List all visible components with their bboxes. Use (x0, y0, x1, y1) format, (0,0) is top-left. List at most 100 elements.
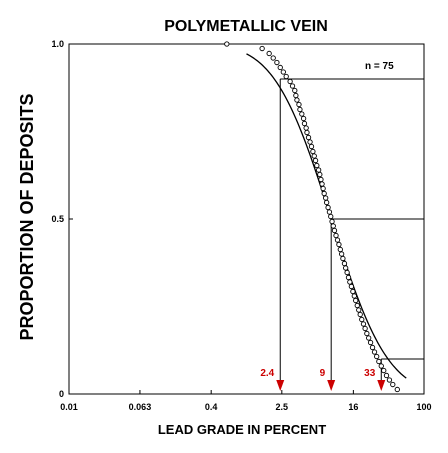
data-point (381, 367, 387, 374)
data-point (312, 157, 319, 164)
data-point (338, 251, 345, 257)
data-point (343, 265, 349, 271)
data-point (289, 83, 296, 89)
x-ticks: 0.01 0.063 0.4 2.5 16 100 (60, 390, 432, 412)
x-tick-label: 0.063 (129, 402, 152, 412)
data-point (390, 381, 396, 388)
data-point (331, 227, 338, 234)
data-point (336, 241, 342, 248)
data-point (367, 339, 374, 346)
data-point (320, 185, 326, 192)
data-point (348, 283, 355, 290)
data-point (353, 297, 359, 304)
data-point (310, 148, 316, 155)
data-point (362, 325, 368, 332)
data-point (341, 260, 348, 267)
data-point (293, 92, 299, 99)
data-point (300, 115, 307, 122)
data-point (296, 101, 302, 108)
data-point (266, 50, 272, 57)
data-point (350, 288, 356, 295)
data-point (330, 223, 336, 229)
data-point (307, 139, 313, 145)
data-point (371, 349, 378, 355)
data-point (305, 134, 312, 141)
data-point (383, 372, 390, 379)
data-point (301, 120, 308, 127)
data-point (277, 64, 283, 71)
x-tick-label: 100 (416, 402, 431, 412)
data-point (318, 176, 324, 183)
data-point (347, 279, 353, 285)
data-point (345, 274, 352, 281)
x-tick-label: 2.5 (276, 402, 289, 412)
data-point (333, 232, 339, 239)
data-point (329, 218, 335, 225)
data-point (359, 316, 365, 323)
y-tick-label: 0.5 (51, 214, 64, 224)
data-point (325, 204, 331, 211)
chart-title: POLYMETALLIC VEIN (164, 18, 328, 35)
data-point (315, 167, 322, 173)
percentile-label: 2.4 (260, 368, 274, 379)
data-point (297, 106, 303, 113)
x-tick-label: 0.01 (60, 402, 78, 412)
data-point (304, 129, 310, 136)
percentile-label: 33 (364, 368, 376, 379)
data-point (308, 143, 315, 150)
y-axis-label: PROPORTION OF DEPOSITS (17, 93, 37, 340)
down-arrow-icon (327, 380, 336, 391)
y-tick-label: 1.0 (51, 39, 64, 49)
data-point (366, 335, 372, 341)
data-point (314, 162, 320, 169)
data-points (224, 41, 400, 393)
down-arrow-icon (276, 380, 285, 391)
data-point (376, 358, 382, 365)
y-ticks: 0 0.5 1.0 (51, 39, 73, 399)
data-point (364, 330, 370, 337)
y-tick-label: 0 (59, 389, 64, 399)
data-point (224, 41, 230, 47)
percentile-label: 9 (320, 368, 326, 379)
data-point (374, 353, 380, 360)
data-point (317, 171, 323, 178)
data-point (283, 73, 289, 80)
data-point (326, 209, 333, 215)
data-point (294, 97, 300, 103)
data-point (354, 302, 360, 309)
data-point (360, 321, 367, 327)
data-point (328, 213, 334, 220)
data-point (386, 377, 393, 383)
x-tick-label: 0.4 (205, 402, 218, 412)
data-point (292, 87, 298, 94)
data-point (340, 255, 346, 262)
data-point (319, 181, 325, 187)
percentile-guides: 2.4 9 33 (260, 78, 424, 391)
data-point (259, 45, 265, 52)
data-point (337, 246, 343, 253)
data-point (274, 59, 280, 66)
data-point (321, 190, 327, 197)
data-point (299, 111, 305, 117)
data-point (334, 237, 341, 243)
data-point (378, 363, 384, 369)
data-point (270, 55, 276, 61)
data-point (311, 153, 317, 159)
data-point (323, 195, 329, 201)
x-tick-label: 16 (348, 402, 358, 412)
x-axis-label: LEAD GRADE IN PERCENT (158, 422, 326, 437)
down-arrow-icon (377, 380, 386, 391)
sample-size-label: n = 75 (365, 61, 394, 72)
data-point (323, 199, 330, 206)
fitted-curve (246, 53, 407, 379)
data-point (351, 293, 357, 299)
data-point (357, 311, 363, 318)
data-point (369, 344, 376, 351)
data-point (394, 386, 400, 393)
data-point (303, 125, 309, 131)
data-point (287, 78, 293, 85)
data-point (280, 69, 286, 75)
data-point (356, 307, 362, 313)
data-point (344, 269, 350, 276)
